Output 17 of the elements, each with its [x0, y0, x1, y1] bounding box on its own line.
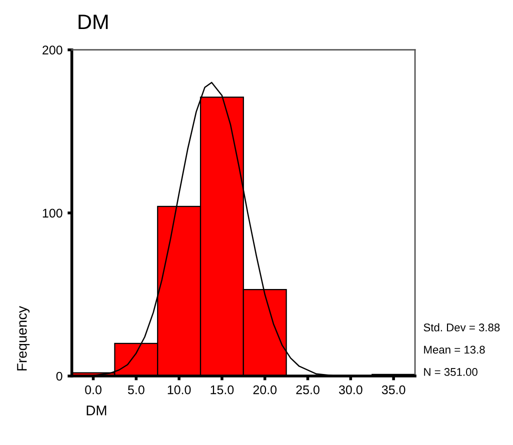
x-tick-label: 10.0	[168, 385, 191, 394]
x-tick-label: 30.0	[338, 385, 362, 394]
x-tick-label: 35.0	[382, 385, 406, 394]
x-tick-label: 15.0	[210, 385, 234, 394]
x-axis-title: DM	[86, 406, 106, 416]
y-tick-label: 0	[56, 372, 62, 381]
chart-title: DM	[78, 14, 108, 30]
x-tick-label: 0.0	[85, 385, 102, 394]
x-tick-label: 20.0	[253, 385, 277, 394]
y-axis-title: Frequency	[17, 306, 30, 370]
x-tick-label: 5.0	[128, 385, 144, 394]
y-tick-label: 100	[42, 208, 62, 218]
text: Mean = 13.8	[424, 346, 485, 354]
text: Std. Dev = 3.88	[424, 323, 500, 332]
x-tick-label: 25.0	[296, 385, 320, 394]
y-tick-label: 200	[42, 46, 62, 54]
text: N = 351.00	[424, 368, 478, 376]
